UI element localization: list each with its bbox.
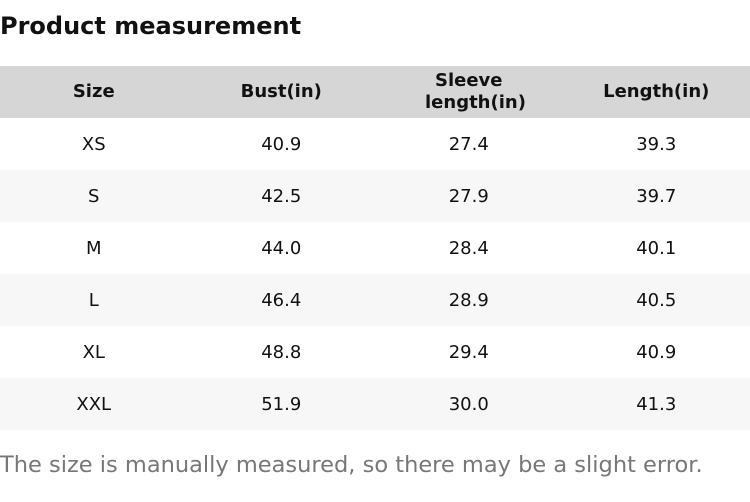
cell-sleeve-length: 28.9	[375, 274, 563, 326]
cell-length: 39.3	[636, 133, 677, 155]
cell-bust: 44.0	[261, 237, 302, 259]
cell-sleeve-length: 27.9	[375, 170, 563, 222]
cell-length: 39.7	[562, 170, 750, 222]
cell-length: 41.3	[562, 378, 750, 430]
table-body: XS 40.9 27.4 39.3 S 42.5 27.9 39.7 M 44.0 28.4 40.1…	[0, 118, 750, 430]
cell-bust: 40.9	[261, 133, 302, 155]
cell-size: XXL	[0, 378, 188, 430]
table-header-row: Size Bust(in) Sleeve length(in) Length(i…	[0, 66, 750, 118]
header-length: Length(in)	[562, 66, 750, 118]
cell-size: XL	[82, 341, 105, 363]
cell-size: XS	[81, 133, 106, 155]
cell-size: S	[0, 170, 188, 222]
cell-bust: 48.8	[261, 341, 302, 363]
table-row: XS 40.9 27.4 39.3	[0, 118, 750, 170]
table-row: M 44.0 28.4 40.1	[0, 222, 750, 274]
header-sleeve-length: Sleeve length(in)	[375, 66, 563, 118]
cell-bust: 42.5	[187, 170, 375, 222]
page-title: Product measurement	[0, 12, 302, 40]
measurement-table: Size Bust(in) Sleeve length(in) Length(i…	[0, 66, 750, 430]
header-size: Size	[0, 66, 188, 118]
table-row: XL 48.8 29.4 40.9	[0, 326, 750, 378]
cell-length: 40.5	[562, 274, 750, 326]
cell-sleeve-length: 28.4	[448, 237, 489, 259]
header-bust: Bust(in)	[187, 66, 375, 118]
cell-sleeve-length: 27.4	[448, 133, 489, 155]
measurement-note: The size is manually measured, so there …	[0, 452, 703, 478]
cell-bust: 51.9	[187, 378, 375, 430]
cell-length: 40.9	[636, 341, 677, 363]
table-row: S 42.5 27.9 39.7	[0, 170, 750, 222]
table-row: XXL 51.9 30.0 41.3	[0, 378, 750, 430]
table-row: L 46.4 28.9 40.5	[0, 274, 750, 326]
cell-length: 40.1	[636, 237, 677, 259]
cell-sleeve-length: 30.0	[375, 378, 563, 430]
cell-size: M	[85, 237, 102, 259]
cell-sleeve-length: 29.4	[448, 341, 489, 363]
cell-bust: 46.4	[187, 274, 375, 326]
cell-size: L	[0, 274, 188, 326]
